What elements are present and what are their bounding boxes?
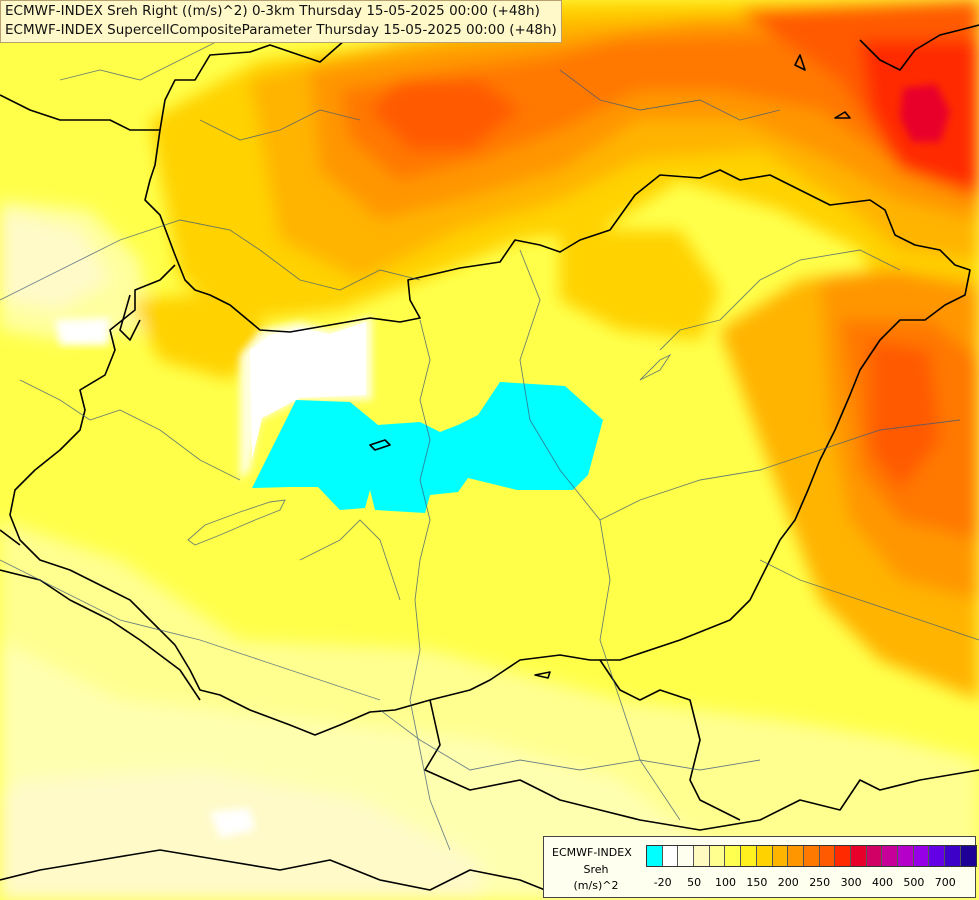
legend-swatch <box>850 846 867 866</box>
legend-swatch <box>756 846 773 866</box>
legend-swatch <box>741 846 757 866</box>
legend-swatch <box>803 846 820 866</box>
legend-swatch <box>788 846 804 866</box>
legend-swatch <box>694 846 710 866</box>
title-scp: ECMWF-INDEX SupercellCompositeParameter … <box>5 22 557 38</box>
legend-swatch <box>725 846 742 866</box>
legend-tick-label: 400 <box>872 876 893 889</box>
legend-swatch <box>772 846 789 866</box>
legend-ticks: -20 50 100 150 200 250 300 400 500 700 <box>646 876 976 892</box>
legend-swatch <box>819 846 836 866</box>
legend-tick-label: 100 <box>715 876 736 889</box>
legend-swatch <box>835 846 851 866</box>
legend-parameter: Sreh <box>583 863 609 876</box>
legend-tick-label: 500 <box>903 876 925 889</box>
legend-tick-label: 50 <box>687 876 702 889</box>
title-sreh: ECMWF-INDEX Sreh Right ((m/s)^2) 0-3km T… <box>5 3 540 19</box>
country-borders <box>0 9 979 891</box>
legend-swatch <box>662 846 679 866</box>
legend-tick-label: 150 <box>746 876 768 889</box>
legend-tick-label: 200 <box>777 876 799 889</box>
legend-swatch <box>866 846 883 866</box>
legend-model: ECMWF-INDEX <box>552 846 632 859</box>
legend-swatch <box>709 846 726 866</box>
legend-swatch <box>678 846 695 866</box>
map-title-box: ECMWF-INDEX Sreh Right ((m/s)^2) 0-3km T… <box>0 0 562 43</box>
rivers-and-lakes <box>0 39 979 851</box>
legend-tick-label: 250 <box>809 876 831 889</box>
legend-swatch <box>945 846 961 866</box>
legend-swatch <box>647 846 663 866</box>
color-legend: ECMWF-INDEX Sreh (m/s)^2 -20 50 100 150 200 2… <box>543 836 978 898</box>
legend-tick-label: 700 <box>934 876 956 889</box>
legend-swatch <box>898 846 914 866</box>
legend-swatches <box>646 845 978 867</box>
legend-unit: (m/s)^2 <box>573 879 619 892</box>
legend-swatch <box>882 846 898 866</box>
legend-swatch <box>960 846 977 866</box>
legend-swatch <box>929 846 946 866</box>
legend-tick-label: -20 <box>653 876 672 889</box>
legend-tick-label: 300 <box>840 876 862 889</box>
legend-swatch <box>913 846 930 866</box>
